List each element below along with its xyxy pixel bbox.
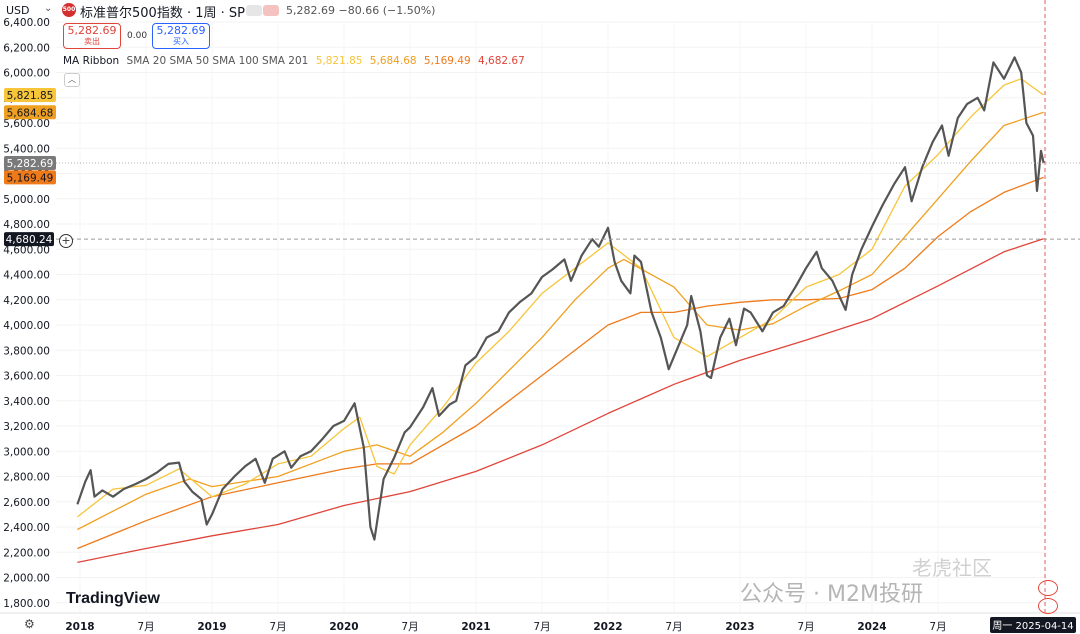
buy-label: 买入 xyxy=(173,37,189,46)
x-tick-label: 7月 xyxy=(929,621,946,633)
date-tag-box xyxy=(990,617,1076,633)
y-tick-label: 6,000.00 xyxy=(3,68,50,80)
date-tag-label: 周一 2025-04-14 xyxy=(992,620,1073,632)
y-tick-label: 1,800.00 xyxy=(3,598,50,610)
sell-label: 卖出 xyxy=(84,37,100,46)
series-line-price xyxy=(76,56,1045,541)
ribbon-params: SMA 20 SMA 50 SMA 100 SMA 201 xyxy=(126,55,309,67)
y-tick-label: 2,200.00 xyxy=(3,547,50,559)
price-change: −80.66 (−1.50%) xyxy=(338,4,436,17)
spread-value: 0.00 xyxy=(127,31,148,41)
y-tick-label: 3,600.00 xyxy=(3,371,50,383)
y-tick-label: 5,000.00 xyxy=(3,194,50,206)
series-line-sma20 xyxy=(76,78,1044,518)
series-line-sma201 xyxy=(77,238,1044,564)
x-tick-label: 2023 xyxy=(725,621,754,633)
chevron-down-icon[interactable]: ⌄ xyxy=(44,3,53,14)
y-tick-label: 4,200.00 xyxy=(3,295,50,307)
lightning-icon[interactable] xyxy=(1038,580,1058,596)
tradingview-logo: TradingView xyxy=(66,590,160,608)
y-tick-label: 4,400.00 xyxy=(3,270,50,282)
alert-icon[interactable] xyxy=(263,5,279,16)
price-tag-box xyxy=(4,156,56,171)
price-tag-label: 5,821.85 xyxy=(7,90,54,102)
x-tick-label: 2020 xyxy=(329,621,358,633)
grid xyxy=(56,21,1047,612)
y-tick-label: 3,200.00 xyxy=(3,421,50,433)
ribbon-value-2: 5,684.68 xyxy=(369,55,417,67)
price-tag-box xyxy=(4,87,56,102)
x-tick-label: 2022 xyxy=(593,621,622,633)
ribbon-name: MA Ribbon xyxy=(63,55,120,67)
series-layer xyxy=(76,56,1045,564)
x-tick-label: 7月 xyxy=(137,621,154,633)
ribbon-value-1: 5,821.85 xyxy=(315,55,363,67)
series-line-sma50 xyxy=(77,111,1044,531)
price-tag-label: 5,282.69 xyxy=(7,158,54,170)
y-tick-label: 6,200.00 xyxy=(3,42,50,54)
collapse-legend-icon[interactable]: ︿ xyxy=(64,73,80,87)
y-tick-label: 2,000.00 xyxy=(3,573,50,585)
symbol-title[interactable]: 标准普尔500指数 · 1周 · SP xyxy=(80,6,245,21)
x-tick-label: 2018 xyxy=(65,621,94,633)
y-tick-label: 2,800.00 xyxy=(3,472,50,484)
chart-header: USD ⌄ 500 标准普尔500指数 · 1周 · SP 5,282.69 −… xyxy=(0,0,1080,22)
compare-icon[interactable] xyxy=(246,5,262,16)
x-tick-label: 2019 xyxy=(197,621,226,633)
flag-icon[interactable] xyxy=(1038,598,1058,614)
x-tick-label: 2021 xyxy=(461,621,490,633)
y-tick-label: 3,800.00 xyxy=(3,345,50,357)
sell-price: 5,282.69 xyxy=(67,24,117,37)
ribbon-value-3: 5,169.49 xyxy=(423,55,471,67)
last-price: 5,282.69 xyxy=(286,4,335,17)
price-tag-label: 5,169.49 xyxy=(7,172,54,184)
x-axis: 2018 7月 2019 7月 2020 7月 2021 7月 2022 7月 2023 7月 2024… xyxy=(0,612,1080,633)
buy-button[interactable]: 5,282.69 买入 xyxy=(152,23,210,49)
buy-price: 5,282.69 xyxy=(156,24,206,37)
x-tick-label: 7月 xyxy=(665,621,682,633)
y-tick-label: 5,400.00 xyxy=(3,143,50,155)
price-tags: 5,821.85 5,684.68 5,282.69 5,169.49 4,680.24… xyxy=(4,0,1080,633)
crosshair-tag-box xyxy=(4,232,54,247)
currency-selector[interactable]: USD xyxy=(6,4,30,17)
y-tick-label: 2,400.00 xyxy=(3,522,50,534)
price-tag-box xyxy=(4,105,56,120)
y-tick-label: 2,600.00 xyxy=(3,497,50,509)
x-tick-label: 7月 xyxy=(533,621,550,633)
y-tick-label: 4,600.00 xyxy=(3,244,50,256)
x-tick-label: 7月 xyxy=(269,621,286,633)
price-tag-box xyxy=(4,170,56,185)
y-tick-label: 4,000.00 xyxy=(3,320,50,332)
y-tick-label: 3,400.00 xyxy=(3,396,50,408)
add-alert-plus-icon[interactable]: + xyxy=(59,234,73,248)
sell-button[interactable]: 5,282.69 卖出 xyxy=(63,23,121,49)
y-tick-label: 3,000.00 xyxy=(3,446,50,458)
ma-ribbon-legend[interactable]: MA Ribbon SMA 20 SMA 50 SMA 100 SMA 201 … xyxy=(63,55,529,67)
price-tag-label: 5,684.68 xyxy=(7,107,54,119)
tradingview-text: TradingView xyxy=(66,590,160,607)
x-tick-label: 7月 xyxy=(797,621,814,633)
y-tick-label: 5,600.00 xyxy=(3,118,50,130)
x-tick-label: 7月 xyxy=(401,621,418,633)
crosshair-tag-label: 4,680.24 xyxy=(6,234,53,246)
watermark-2: 老虎社区 xyxy=(912,556,992,580)
symbol-logo-icon: 500 xyxy=(62,3,76,17)
x-tick-label: 2024 xyxy=(857,621,886,633)
y-tick-label: 4,800.00 xyxy=(3,219,50,231)
settings-gear-icon[interactable]: ⚙ xyxy=(24,617,35,631)
price-change-text: 5,282.69 −80.66 (−1.50%) xyxy=(286,4,435,17)
y-tick-label: 6,400.00 xyxy=(3,17,50,29)
series-line-sma100 xyxy=(77,176,1044,550)
ribbon-value-4: 4,682.67 xyxy=(478,55,525,67)
watermark: 公众号 · M2M投研 xyxy=(740,582,923,607)
